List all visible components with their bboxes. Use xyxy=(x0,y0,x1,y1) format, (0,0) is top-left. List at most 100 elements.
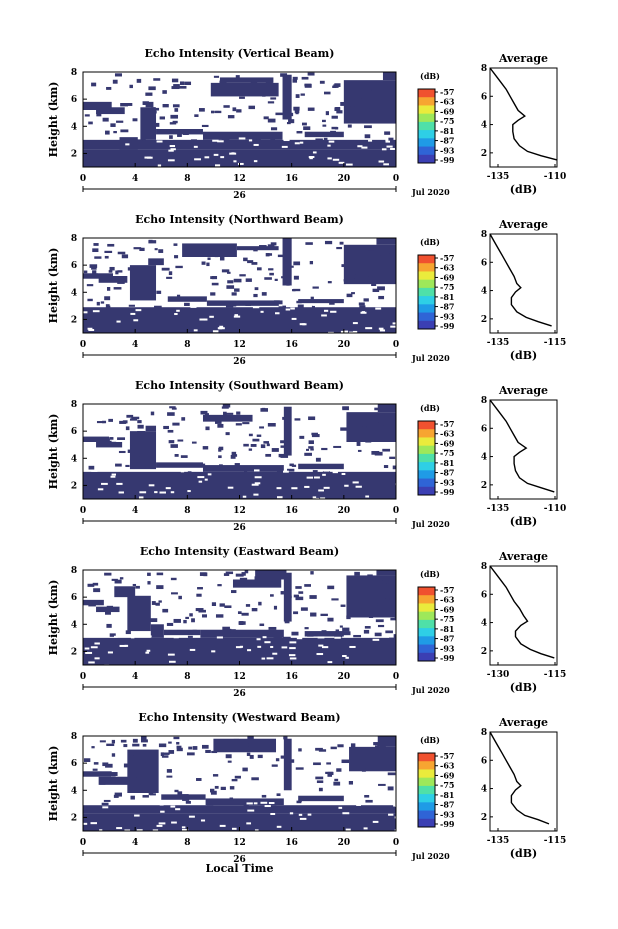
echo-cell xyxy=(223,573,230,576)
colorbar-swatch xyxy=(418,437,435,447)
echo-gap xyxy=(242,495,247,498)
echo-gap xyxy=(253,143,259,146)
profile-x-tick-label: -110 xyxy=(544,504,567,514)
echo-cell xyxy=(364,276,369,280)
echo-cell xyxy=(384,266,390,270)
echo-cell xyxy=(92,437,98,441)
echo-cell xyxy=(101,802,109,806)
echo-gap xyxy=(348,331,356,333)
echo-cell xyxy=(136,78,142,83)
echo-cell xyxy=(105,304,111,308)
echo-cell xyxy=(393,634,396,639)
echo-cell xyxy=(225,432,230,436)
echo-cell xyxy=(89,264,98,268)
echo-cell xyxy=(309,595,317,599)
colorbar-tick-label: -57 xyxy=(440,87,454,97)
echo-cell xyxy=(254,576,259,580)
echo-gap xyxy=(204,156,210,159)
echo-gap xyxy=(181,826,186,829)
panel-title: Echo Intensity (Southward Beam) xyxy=(135,379,344,392)
echo-cell xyxy=(139,247,145,252)
echo-cell xyxy=(171,407,177,410)
echo-cell xyxy=(148,86,156,91)
echo-cell xyxy=(135,139,143,142)
colorbar-swatch xyxy=(418,154,435,164)
echo-cell xyxy=(139,759,146,763)
echo-cell xyxy=(158,743,167,748)
y-tick-label: 2 xyxy=(71,813,77,823)
echo-cell xyxy=(311,305,315,308)
echo-cell xyxy=(83,471,396,480)
echo-cell xyxy=(375,619,384,623)
echo-cell xyxy=(172,104,180,108)
echo-cell xyxy=(128,304,135,307)
echo-cell xyxy=(374,451,383,456)
echo-cell xyxy=(202,414,253,422)
echo-cell xyxy=(231,292,237,296)
echo-cell xyxy=(171,78,179,83)
echo-gap xyxy=(276,496,283,499)
echo-gap xyxy=(323,486,330,489)
echo-cell xyxy=(365,270,373,274)
echo-cell xyxy=(257,577,265,581)
echo-cell xyxy=(156,129,203,135)
echo-cell xyxy=(350,106,355,109)
echo-cell xyxy=(335,629,340,633)
echo-gap xyxy=(170,148,176,151)
echo-cell xyxy=(222,626,230,630)
echo-gap xyxy=(219,325,224,328)
colorbar-swatch xyxy=(418,777,435,787)
echo-cell xyxy=(324,240,333,245)
echo-gap xyxy=(246,802,253,805)
echo-gap xyxy=(327,661,333,664)
echo-cell xyxy=(108,270,113,273)
echo-cell xyxy=(326,762,331,765)
echo-cell xyxy=(363,252,367,257)
profile-x-tick-label: -115 xyxy=(544,836,567,846)
echo-gap xyxy=(92,310,100,313)
echo-cell xyxy=(142,101,149,105)
echo-field xyxy=(83,404,396,499)
echo-gap xyxy=(130,312,136,315)
colorbar-swatch xyxy=(418,753,435,762)
colorbar-tick-label: -99 xyxy=(440,487,455,497)
colorbar-swatch xyxy=(418,312,435,322)
echo-cell xyxy=(389,456,396,460)
echo-gap xyxy=(379,329,386,332)
echo-cell xyxy=(211,282,219,286)
colorbar-swatch xyxy=(418,810,435,820)
echo-gap xyxy=(135,309,142,312)
echo-cell xyxy=(293,594,299,598)
echo-cell xyxy=(340,101,348,106)
echo-cell xyxy=(318,787,323,792)
profile-x-tick-label: -135 xyxy=(487,338,510,348)
echo-cell xyxy=(181,417,186,421)
echo-cell xyxy=(218,447,222,452)
echo-cell xyxy=(298,795,344,802)
echo-cell xyxy=(379,593,388,598)
echo-cell xyxy=(236,246,279,251)
echo-cell xyxy=(156,290,162,294)
echo-gap xyxy=(211,650,216,653)
echo-cell xyxy=(301,122,307,126)
echo-cell xyxy=(378,258,386,262)
echo-cell xyxy=(120,739,127,743)
echo-cell xyxy=(171,592,178,595)
echo-gap xyxy=(159,491,167,494)
colorbar-tick-label: -99 xyxy=(440,819,455,829)
echo-gap xyxy=(257,645,262,648)
echo-gap xyxy=(296,637,303,640)
colorbar-swatch xyxy=(418,279,435,289)
echo-gap xyxy=(113,635,118,638)
echo-cell xyxy=(390,617,396,621)
echo-cell xyxy=(178,86,187,89)
echo-gap xyxy=(253,160,258,163)
echo-cell xyxy=(265,79,271,84)
echo-gap xyxy=(327,157,332,160)
colorbar-tick-label: -69 xyxy=(440,770,455,780)
colorbar-swatch xyxy=(418,304,435,314)
echo-cell xyxy=(256,138,261,141)
x-tick-label: 12 xyxy=(233,506,246,516)
colorbar-tick-label: -93 xyxy=(440,809,455,819)
echo-cell xyxy=(294,418,301,421)
